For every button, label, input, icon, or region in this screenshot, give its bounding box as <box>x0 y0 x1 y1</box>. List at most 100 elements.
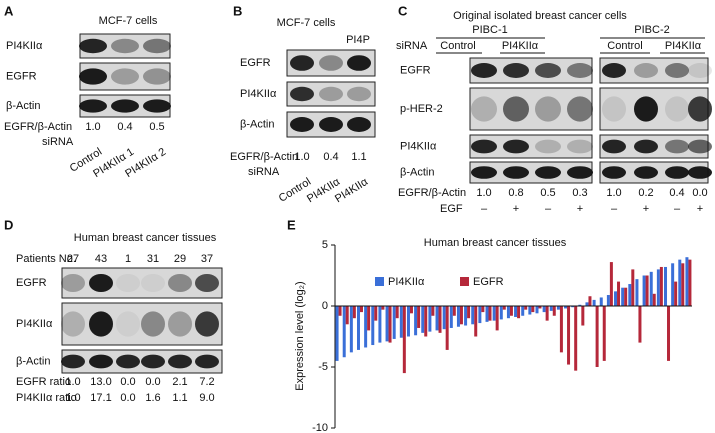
bar <box>349 306 353 353</box>
bar <box>435 306 439 331</box>
band <box>535 139 561 154</box>
row-label: PI4KIIα <box>240 88 277 100</box>
blot <box>469 134 593 159</box>
ratio: 2.1 <box>172 376 187 388</box>
band <box>665 139 689 154</box>
egf-sign: – <box>481 203 488 215</box>
bar <box>409 306 413 314</box>
band <box>116 274 140 292</box>
ratio: 0.5 <box>149 121 164 133</box>
ratio-label: PI4KIIα ratio <box>16 392 77 404</box>
bar <box>378 306 382 343</box>
sirna-condition: Control <box>440 40 475 52</box>
ratio: 1.1 <box>172 392 187 404</box>
y-tick-label: 0 <box>322 300 328 312</box>
legend-label: EGFR <box>473 276 504 288</box>
bar <box>428 306 432 332</box>
ratio: 0.4 <box>117 121 132 133</box>
bar <box>535 306 539 314</box>
band <box>79 99 107 113</box>
band <box>634 96 658 122</box>
band <box>61 311 85 337</box>
bar <box>638 306 642 343</box>
bar <box>385 306 389 342</box>
ratio: 0.0 <box>692 187 707 199</box>
bar <box>659 266 663 306</box>
band <box>503 139 529 154</box>
band <box>688 139 712 154</box>
bar <box>406 306 410 337</box>
bar <box>485 306 489 322</box>
bar <box>335 306 339 361</box>
band <box>290 55 314 71</box>
patient-number: 1 <box>125 253 131 265</box>
egf-sign: – <box>545 203 552 215</box>
panel-label: B <box>233 3 242 18</box>
sirna-condition: Control <box>607 40 642 52</box>
row-label: p-HER-2 <box>400 103 443 115</box>
bar <box>502 306 506 310</box>
ratio: 13.0 <box>90 376 111 388</box>
bar <box>542 306 546 313</box>
band <box>567 63 593 78</box>
panel-label: E <box>287 217 296 232</box>
bar <box>571 306 575 308</box>
bar <box>652 293 656 306</box>
band <box>111 99 139 113</box>
y-tick-label: -10 <box>312 422 328 433</box>
ratio: 0.8 <box>508 187 523 199</box>
sirna-condition: PI4KIIα <box>665 40 702 52</box>
bar <box>356 306 360 350</box>
bar <box>345 306 349 325</box>
chart-title: Human breast cancer tissues <box>424 237 567 249</box>
treatment-label: PI4P <box>346 34 370 46</box>
ratio: 9.0 <box>199 392 214 404</box>
bar <box>521 306 525 316</box>
bar <box>621 287 625 306</box>
bar <box>664 266 668 306</box>
sirna-label: siRNA <box>396 40 428 52</box>
lane-label: PI4KIIα <box>333 175 371 205</box>
band <box>347 86 371 102</box>
row-label: β-Actin <box>240 118 274 130</box>
band <box>195 354 219 369</box>
bar <box>656 269 660 306</box>
egf-sign: + <box>577 203 583 215</box>
row-label: β-Actin <box>16 355 50 367</box>
bar <box>431 306 435 316</box>
band <box>195 274 219 292</box>
band <box>168 274 192 292</box>
ratio: 1.0 <box>65 392 80 404</box>
bar <box>531 306 535 313</box>
band <box>665 63 689 78</box>
bar <box>445 306 449 350</box>
bar <box>592 299 596 306</box>
patient-number: 31 <box>147 253 159 265</box>
band <box>116 354 140 369</box>
ratio: 7.2 <box>199 376 214 388</box>
y-tick-label: -5 <box>318 361 328 373</box>
band <box>319 86 343 102</box>
group-label: PIBC-1 <box>472 24 507 36</box>
bar <box>581 306 585 326</box>
egf-sign: + <box>697 203 703 215</box>
ratio: 1.0 <box>294 151 309 163</box>
bar <box>514 306 518 317</box>
panel-label: D <box>4 217 13 232</box>
band <box>61 274 85 292</box>
bar <box>402 306 406 374</box>
bar <box>545 306 549 321</box>
band <box>634 166 658 179</box>
band <box>168 311 192 337</box>
egf-sign: – <box>674 203 681 215</box>
bar <box>688 259 692 306</box>
ratio: 1.0 <box>606 187 621 199</box>
ratio: 0.0 <box>120 376 135 388</box>
bar <box>628 284 632 306</box>
panel-label: A <box>4 3 14 18</box>
band <box>602 139 626 154</box>
bar <box>464 306 468 326</box>
ratio: 0.2 <box>638 187 653 199</box>
panel-title: Human breast cancer tissues <box>74 232 217 244</box>
